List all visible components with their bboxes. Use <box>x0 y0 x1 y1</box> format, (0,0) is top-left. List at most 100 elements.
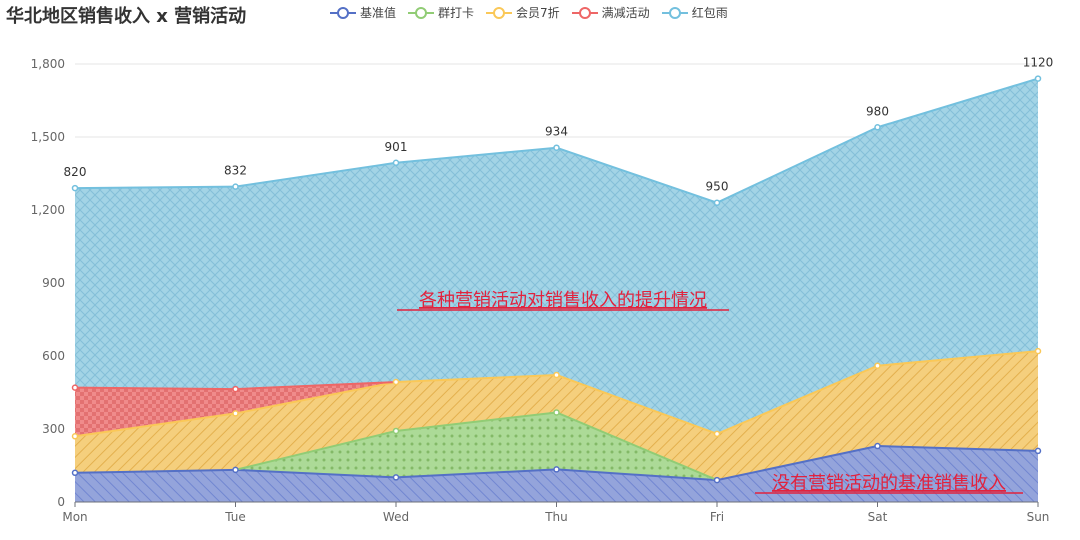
legend-item-red-packet-rain[interactable]: 红包雨 <box>661 4 728 21</box>
series-line-segment <box>74 386 236 391</box>
legend-item-member-discount[interactable]: 会员7折 <box>486 4 560 21</box>
series-lines <box>74 77 1039 482</box>
data-point <box>71 184 79 192</box>
x-tick-label: Tue <box>224 510 246 524</box>
data-point <box>232 466 239 474</box>
series-points <box>71 75 1042 484</box>
legend-swatch-icon <box>661 6 688 19</box>
series-line-segment <box>235 381 397 391</box>
legend-label: 基准值 <box>360 6 397 20</box>
data-label: 820 <box>64 165 87 179</box>
series-line-segment <box>74 468 236 474</box>
data-point <box>553 371 560 379</box>
series-line-segment <box>395 468 557 479</box>
chart-title: 华北地区销售收入 x 营销活动 <box>6 6 247 27</box>
x-tick-label: Sat <box>868 510 888 524</box>
x-tick-label: Sun <box>1027 510 1050 524</box>
data-point <box>232 410 239 417</box>
data-point <box>713 476 721 484</box>
data-point <box>392 159 400 167</box>
area-0 <box>75 446 1038 502</box>
series-line-segment <box>556 374 718 435</box>
x-tick-label: Mon <box>62 510 87 524</box>
x-tick-label: Thu <box>544 510 568 524</box>
x-tick-label: Fri <box>710 510 724 524</box>
data-point <box>392 378 400 386</box>
series-areas <box>75 78 1038 502</box>
y-tick-label: 300 <box>42 422 65 436</box>
series-line-segment <box>235 429 397 471</box>
data-point <box>713 199 721 206</box>
data-label: 1120 <box>1023 56 1054 70</box>
series-line-segment <box>716 364 878 435</box>
series-line-segment <box>235 468 397 479</box>
legend-label: 红包雨 <box>691 6 728 20</box>
data-labels: 820 832 901 934 950 980 1120 <box>64 56 1054 194</box>
data-point <box>392 427 400 435</box>
data-point <box>71 469 79 477</box>
series-line-segment <box>716 126 878 204</box>
series-line-segment <box>395 411 557 432</box>
axes: 0 300 600 900 1,200 1,500 1,800 Mon Tue Wed Thu Fri… <box>31 57 1050 524</box>
series-line-segment <box>395 146 557 164</box>
series-line-segment <box>877 350 1039 367</box>
data-point <box>232 385 239 393</box>
data-point <box>71 384 79 391</box>
series-line-segment <box>74 412 236 438</box>
data-point <box>874 124 881 131</box>
legend-swatch-icon <box>330 6 356 19</box>
series-line-segment <box>556 146 718 204</box>
y-tick-label: 0 <box>57 495 65 509</box>
y-tick-label: 600 <box>42 349 65 363</box>
data-label: 832 <box>224 164 247 178</box>
data-point <box>392 474 400 481</box>
legend-item-group-checkin[interactable]: 群打卡 <box>408 4 474 21</box>
area-3 <box>75 351 1038 437</box>
legend: 基准值 群打卡 会员7折 满减活动 红包雨 <box>330 4 728 21</box>
data-point <box>1034 75 1042 82</box>
data-point <box>553 409 560 416</box>
series-line-segment <box>235 161 397 188</box>
series-line-segment <box>395 373 557 384</box>
data-point <box>553 144 560 151</box>
series-line-segment <box>74 185 236 190</box>
legend-swatch-icon <box>408 6 435 19</box>
y-tick-label: 1,200 <box>31 203 65 217</box>
data-point <box>713 430 721 438</box>
y-tick-label: 1,500 <box>31 130 65 144</box>
data-label: 980 <box>866 104 889 118</box>
area-1 <box>75 412 1038 481</box>
legend-label: 满减活动 <box>601 6 650 20</box>
legend-label: 会员7折 <box>516 6 560 20</box>
data-point <box>232 183 239 190</box>
series-line-segment <box>877 445 1039 452</box>
annotation-baseline: 没有营销活动的基准销售收入 <box>772 473 1006 494</box>
data-label: 950 <box>706 180 729 194</box>
data-point <box>71 433 79 440</box>
x-tick-label: Wed <box>383 510 409 524</box>
legend-label: 群打卡 <box>438 6 475 20</box>
data-label: 901 <box>385 140 408 154</box>
area-2 <box>75 351 1038 481</box>
y-tick-label: 1,800 <box>31 57 65 71</box>
series-line-segment <box>556 468 718 482</box>
data-point <box>874 362 881 369</box>
series-line-segment <box>716 445 878 482</box>
series-line-segment <box>877 77 1039 129</box>
series-line-segment <box>235 381 397 415</box>
data-point <box>1034 447 1042 455</box>
data-point <box>874 442 881 450</box>
data-point <box>553 466 560 473</box>
legend-item-full-reduction[interactable]: 满减活动 <box>571 4 650 21</box>
y-tick-label: 900 <box>42 276 65 290</box>
legend-item-baseline[interactable]: 基准值 <box>330 4 396 21</box>
legend-swatch-icon <box>486 6 513 19</box>
data-point <box>1034 347 1042 355</box>
area-4 <box>75 78 1038 434</box>
data-label: 934 <box>545 125 568 139</box>
series-line-segment <box>556 411 718 482</box>
legend-swatch-icon <box>571 6 598 19</box>
